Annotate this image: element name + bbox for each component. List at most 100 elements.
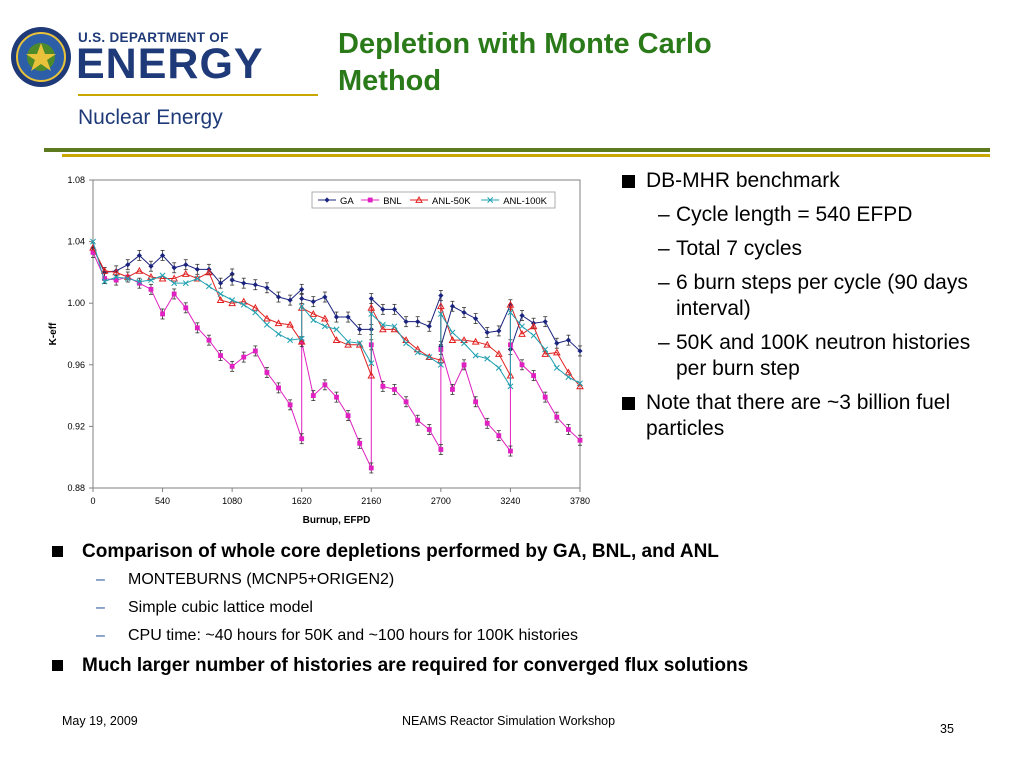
data-point-anl-50k — [367, 371, 376, 379]
data-point-bnl — [102, 276, 107, 281]
data-point-bnl — [160, 311, 165, 317]
y-tick-label: 1.08 — [67, 175, 85, 185]
data-point-ga — [299, 295, 305, 302]
data-point-anl-50k — [379, 325, 387, 333]
data-point-anl-100k — [101, 278, 108, 285]
sub-bullet-monteburns: – MONTEBURNS (MCNP5+ORIGEN2) — [48, 570, 998, 590]
slide-title-line2: Method — [338, 65, 442, 97]
data-point-bnl — [310, 393, 316, 398]
data-point-ga — [542, 319, 548, 325]
bullet-text: Note that there are ~3 billion fuel part… — [646, 391, 951, 440]
data-point-bnl — [218, 353, 223, 358]
slide-title-line1: Depletion with Monte Carlo — [338, 28, 712, 60]
data-point-anl-100k — [484, 355, 491, 362]
sub-bullet-total-cycles: – Total 7 cycles — [620, 236, 990, 262]
x-tick-label: 2160 — [361, 496, 381, 506]
square-bullet-icon — [52, 546, 63, 557]
data-point-bnl — [508, 448, 513, 454]
legend-marker — [324, 197, 330, 203]
sub-bullet-text: 6 burn steps per cycle (90 days interval… — [676, 271, 968, 320]
legend-label: GA — [340, 196, 354, 207]
data-point-anl-100k — [263, 321, 270, 328]
data-point-anl-100k — [345, 338, 352, 345]
keff-chart-svg: 0.88 0.92 0.96 1.00 1.04 1.08 0 540 1080 1620 2160… — [48, 175, 590, 526]
data-point-anl-50k — [297, 337, 306, 345]
nuclear-energy-text: Nuclear Energy — [78, 106, 223, 129]
x-axis-label: Burnup, EFPD — [303, 515, 371, 526]
data-point-bnl — [461, 362, 467, 368]
doe-logo: U.S. DEPARTMENT OF ENERGY Nuclear Energy — [6, 24, 318, 134]
legend-marker — [487, 197, 494, 203]
data-point-bnl — [299, 436, 305, 442]
header-divider — [44, 148, 990, 152]
legend-marker — [415, 195, 423, 203]
footer-title: NEAMS Reactor Simulation Workshop — [402, 714, 616, 728]
dash-icon: – — [658, 203, 670, 226]
data-point-anl-50k — [437, 302, 445, 310]
keff-chart: 0.88 0.92 0.96 1.00 1.04 1.08 0 540 1080 1620 2160… — [40, 168, 600, 530]
data-point-anl-100k — [287, 337, 294, 344]
data-point-bnl — [357, 440, 363, 446]
data-point-bnl — [531, 373, 537, 378]
data-point-anl-100k — [113, 274, 120, 280]
data-point-anl-100k — [437, 361, 444, 368]
doe-seal-icon — [11, 27, 71, 87]
data-point-bnl — [368, 465, 374, 471]
data-point-bnl — [194, 325, 200, 331]
data-point-anl-50k — [216, 296, 225, 304]
bullet-text: DB-MHR benchmark — [646, 169, 840, 192]
data-point-bnl — [183, 305, 189, 311]
data-point-anl-100k — [136, 278, 143, 285]
sub-bullet-text: CPU time: ~40 hours for 50K and ~100 hou… — [128, 627, 579, 644]
data-point-ga — [426, 323, 432, 329]
data-point-anl-100k — [333, 326, 340, 333]
data-point-anl-100k — [507, 383, 514, 390]
data-point-bnl — [322, 382, 328, 388]
legend-label: BNL — [383, 196, 401, 207]
data-point-anl-100k — [356, 340, 363, 347]
data-point-bnl — [252, 348, 258, 354]
data-point-bnl — [473, 399, 479, 405]
data-point-anl-50k — [576, 382, 584, 390]
data-point-anl-100k — [507, 309, 514, 316]
data-point-anl-50k — [274, 319, 283, 327]
data-point-anl-100k — [298, 335, 305, 342]
data-point-anl-100k — [368, 360, 375, 367]
data-point-ga — [577, 348, 583, 354]
data-point-anl-50k — [193, 274, 202, 282]
data-point-anl-50k — [205, 268, 213, 276]
data-point-anl-100k — [275, 331, 282, 337]
data-point-anl-100k — [403, 340, 410, 347]
data-point-bnl — [90, 249, 96, 255]
x-tick-label: 3780 — [570, 496, 590, 506]
x-tick-label: 1620 — [292, 496, 312, 506]
data-point-anl-100k — [461, 340, 468, 347]
data-point-anl-100k — [414, 349, 421, 356]
bullet-comparison: Comparison of whole core depletions perf… — [48, 540, 998, 564]
square-bullet-icon — [622, 397, 635, 410]
bottom-bullet-list: Comparison of whole core depletions perf… — [48, 540, 998, 684]
data-point-anl-50k — [564, 368, 573, 376]
data-point-bnl — [345, 413, 351, 419]
data-point-anl-100k — [148, 277, 154, 284]
data-point-anl-100k — [542, 346, 549, 353]
data-point-bnl — [276, 385, 281, 391]
data-point-ga — [415, 319, 421, 325]
x-tick-label: 540 — [155, 496, 170, 506]
data-point-anl-100k — [368, 311, 375, 317]
data-point-anl-50k — [135, 266, 144, 274]
data-point-ga — [125, 262, 131, 268]
sub-bullet-text: Cycle length = 540 EFPD — [676, 203, 913, 226]
data-point-anl-50k — [552, 348, 561, 356]
data-point-bnl — [450, 387, 455, 392]
data-point-anl-50k — [344, 340, 352, 348]
dash-icon: – — [658, 271, 670, 294]
data-point-bnl — [148, 286, 154, 292]
data-point-anl-100k — [495, 364, 502, 371]
data-point-bnl — [496, 433, 502, 439]
data-point-bnl — [206, 337, 212, 343]
square-bullet-icon — [622, 175, 635, 188]
y-tick-label: 0.92 — [67, 421, 85, 431]
data-point-anl-100k — [217, 291, 224, 297]
data-point-anl-50k — [112, 268, 121, 276]
